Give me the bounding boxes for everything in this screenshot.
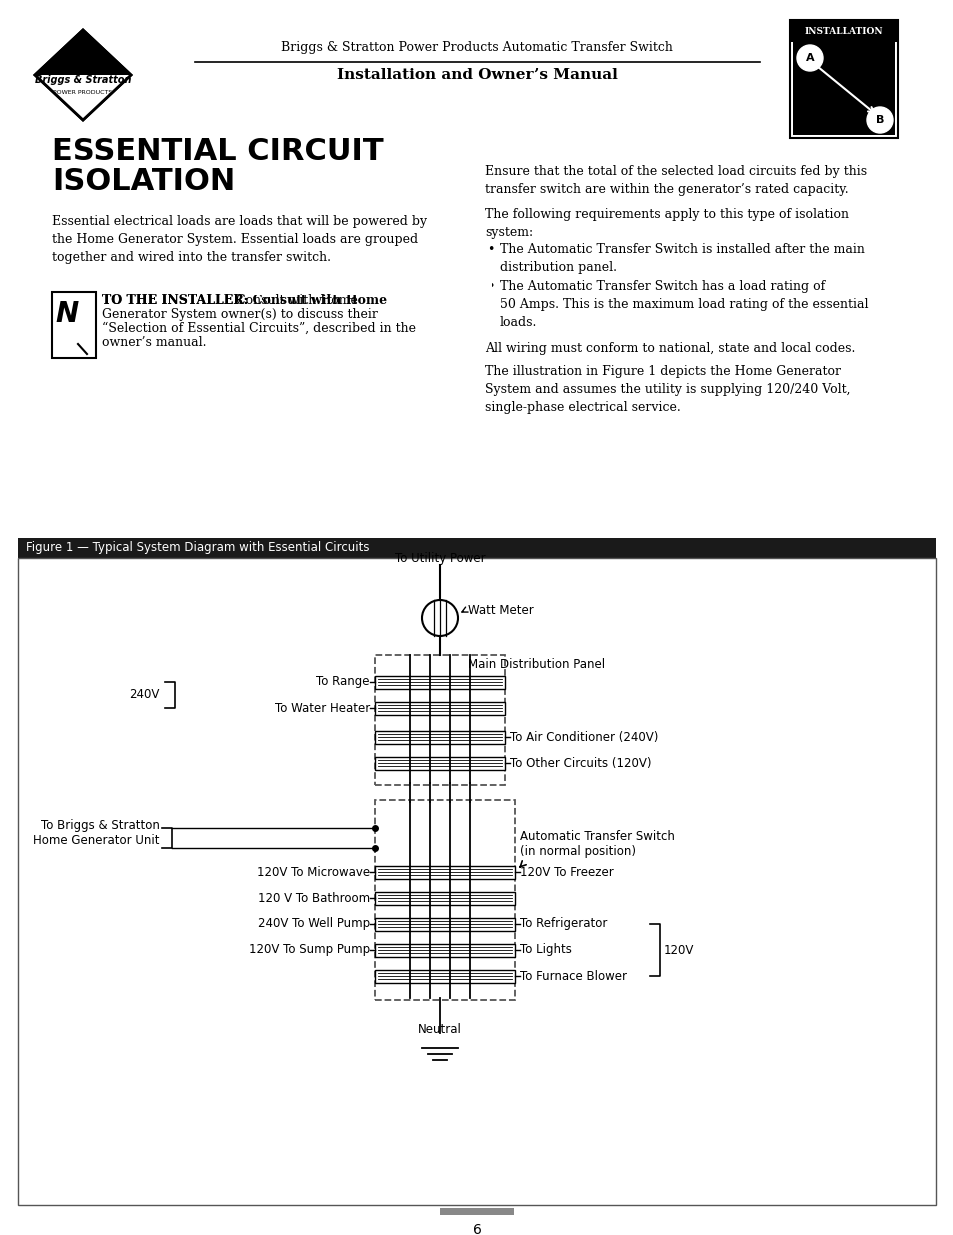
Text: A: A (805, 53, 814, 63)
Text: The Automatic Transfer Switch has a load rating of
50 Amps. This is the maximum : The Automatic Transfer Switch has a load… (499, 280, 867, 329)
Text: 120V: 120V (663, 944, 694, 956)
Text: TO THE INSTALLER:: TO THE INSTALLER: (102, 294, 248, 308)
Bar (789, 20, 897, 42)
Text: Installation and Owner’s Manual: Installation and Owner’s Manual (336, 68, 617, 82)
Text: POWER PRODUCTS: POWER PRODUCTS (53, 90, 112, 95)
Text: The following requirements apply to this type of isolation
system:: The following requirements apply to this… (484, 207, 848, 240)
Text: •: • (486, 243, 494, 256)
Text: Briggs & Stratton Power Products Automatic Transfer Switch: Briggs & Stratton Power Products Automat… (281, 41, 672, 53)
Text: The illustration in Figure 1 depicts the Home Generator
System and assumes the u: The illustration in Figure 1 depicts the… (484, 366, 850, 414)
Text: ESSENTIAL CIRCUIT: ESSENTIAL CIRCUIT (52, 137, 383, 167)
Text: •: • (486, 280, 494, 293)
Polygon shape (35, 75, 131, 120)
Bar (52, 291, 96, 358)
Text: 240V To Well Pump: 240V To Well Pump (257, 918, 370, 930)
Text: Automatic Transfer Switch
(in normal position): Automatic Transfer Switch (in normal pos… (519, 830, 674, 858)
Polygon shape (35, 30, 131, 75)
Text: To Lights: To Lights (519, 944, 571, 956)
Bar (439, 1208, 514, 1215)
Circle shape (796, 44, 822, 70)
Text: To Range: To Range (316, 676, 370, 688)
Circle shape (866, 107, 892, 133)
Bar (375, 892, 515, 904)
Text: 120 V To Bathroom: 120 V To Bathroom (257, 892, 370, 904)
Bar (375, 969, 515, 983)
Text: 6: 6 (472, 1223, 481, 1235)
Text: 120V To Sump Pump: 120V To Sump Pump (249, 944, 370, 956)
Text: To Refrigerator: To Refrigerator (519, 918, 607, 930)
Bar (18, 538, 935, 558)
Text: To Water Heater: To Water Heater (274, 701, 370, 715)
Text: All wiring must conform to national, state and local codes.: All wiring must conform to national, sta… (484, 342, 855, 354)
Text: N: N (55, 300, 78, 329)
Text: TO THE INSTALLER: Consult with Home: TO THE INSTALLER: Consult with Home (102, 294, 387, 308)
Bar (789, 20, 897, 138)
Bar (375, 918, 515, 930)
Text: To Furnace Blower: To Furnace Blower (519, 969, 626, 983)
Text: To Utility Power: To Utility Power (395, 552, 485, 564)
Bar (792, 42, 894, 135)
Bar (375, 701, 504, 715)
Text: To Other Circuits (120V): To Other Circuits (120V) (510, 757, 651, 769)
Text: Consult with Home: Consult with Home (232, 294, 357, 308)
Text: Generator System owner(s) to discuss their: Generator System owner(s) to discuss the… (102, 308, 377, 321)
Text: Ensure that the total of the selected load circuits fed by this
transfer switch : Ensure that the total of the selected lo… (484, 165, 866, 196)
Text: 240V: 240V (130, 688, 160, 701)
Text: Neutral: Neutral (417, 1023, 461, 1036)
Bar (375, 676, 504, 688)
Text: To Air Conditioner (240V): To Air Conditioner (240V) (510, 730, 658, 743)
Text: 120V To Freezer: 120V To Freezer (519, 866, 613, 878)
Text: owner’s manual.: owner’s manual. (102, 336, 206, 350)
Text: The Automatic Transfer Switch is installed after the main
distribution panel.: The Automatic Transfer Switch is install… (499, 243, 864, 274)
Bar (375, 866, 515, 878)
Text: INSTALLATION: INSTALLATION (803, 26, 882, 36)
Text: Briggs & Stratton: Briggs & Stratton (34, 75, 132, 85)
Text: Essential electrical loads are loads that will be powered by
the Home Generator : Essential electrical loads are loads tha… (52, 215, 427, 264)
Text: Main Distribution Panel: Main Distribution Panel (468, 658, 604, 672)
Text: To Briggs & Stratton
Home Generator Unit: To Briggs & Stratton Home Generator Unit (33, 819, 160, 847)
Text: 120V To Microwave: 120V To Microwave (256, 866, 370, 878)
Bar (18, 558, 935, 1205)
Bar (102, 282, 492, 295)
Text: Watt Meter: Watt Meter (468, 604, 533, 616)
Text: Figure 1 — Typical System Diagram with Essential Circuits: Figure 1 — Typical System Diagram with E… (26, 541, 369, 555)
Text: B: B (875, 115, 883, 125)
Text: ISOLATION: ISOLATION (52, 168, 235, 196)
Text: “Selection of Essential Circuits”, described in the: “Selection of Essential Circuits”, descr… (102, 322, 416, 335)
Bar (375, 757, 504, 769)
Bar (375, 730, 504, 743)
Bar (375, 944, 515, 956)
